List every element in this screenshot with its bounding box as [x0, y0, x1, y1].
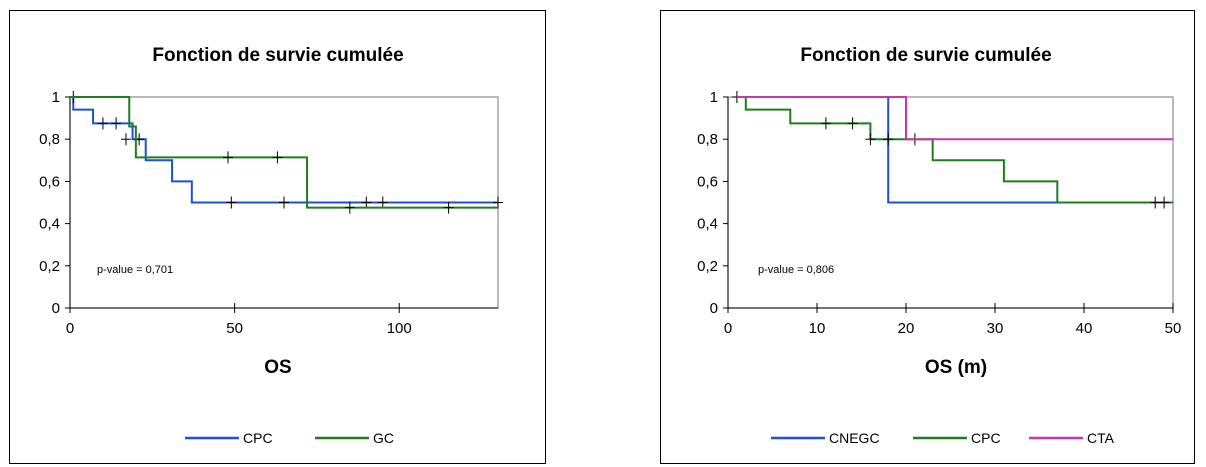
y-tick-label: 0,6 [39, 173, 60, 190]
legend-label: CPC [971, 430, 1001, 446]
y-tick-label: 1 [52, 89, 60, 106]
y-tick-label: 1 [710, 89, 718, 106]
x-axis-label: OS (m) [925, 357, 987, 378]
x-tick-label: 50 [226, 320, 243, 337]
chart-panel-right: Fonction de survie cumulée p-value = 0,8… [660, 10, 1195, 464]
censor-mark [883, 133, 894, 146]
censor-mark [377, 196, 388, 209]
y-tick-label: 0,4 [39, 216, 60, 233]
p-value-annotation: p-value = 0,806 [758, 264, 834, 276]
censor-mark [847, 117, 858, 130]
survival-chart-right: Fonction de survie cumulée p-value = 0,8… [697, 45, 1182, 446]
chart-title: Fonction de survie cumulée [152, 45, 403, 66]
legend-label: CNEGC [829, 430, 880, 446]
censor-mark [120, 133, 131, 146]
censor-mark [865, 133, 876, 146]
chart-panel-left: Fonction de survie cumulée p-value = 0,7… [9, 10, 546, 464]
x-tick-label: 10 [809, 320, 826, 337]
censor-mark [344, 201, 355, 214]
legend-label: CPC [243, 430, 273, 446]
x-tick-label: 40 [1076, 320, 1093, 337]
y-tick-label: 0,4 [697, 216, 718, 233]
x-tick-label: 0 [724, 320, 732, 337]
censor-mark [223, 151, 234, 164]
survival-chart-left: Fonction de survie cumulée p-value = 0,7… [39, 45, 503, 446]
legend-label: GC [373, 430, 394, 446]
series-line-cta [736, 96, 1173, 141]
censor-mark [111, 117, 122, 130]
series-line-cnegc [736, 96, 1058, 204]
series-line-cpc [736, 96, 1173, 204]
p-value-annotation: p-value = 0,701 [97, 264, 173, 276]
censor-mark [279, 196, 289, 209]
chart-title: Fonction de survie cumulée [800, 45, 1051, 66]
y-tick-label: 0 [710, 300, 718, 317]
x-tick-label: 30 [987, 320, 1004, 337]
series-line-cpc [70, 96, 498, 204]
x-tick-label: 100 [387, 320, 412, 337]
censor-mark [820, 117, 831, 130]
censor-mark [97, 117, 108, 130]
censor-mark [361, 196, 372, 209]
y-tick-label: 0,2 [697, 258, 718, 275]
x-tick-label: 0 [66, 320, 74, 337]
x-tick-label: 50 [1165, 320, 1182, 337]
x-tick-label: 20 [898, 320, 915, 337]
y-tick-label: 0 [52, 300, 60, 317]
legend-label: CTA [1087, 430, 1115, 446]
y-tick-label: 0,8 [697, 131, 718, 148]
censor-mark [443, 201, 454, 214]
series-line-gc [70, 96, 498, 209]
y-tick-label: 0,6 [697, 173, 718, 190]
censor-mark [1150, 196, 1161, 209]
y-tick-label: 0,2 [39, 258, 60, 275]
censor-mark [493, 196, 503, 209]
censor-mark [272, 151, 283, 164]
x-axis-label: OS [264, 357, 291, 378]
censor-mark [1159, 196, 1170, 209]
censor-mark [226, 196, 237, 209]
y-tick-label: 0,8 [39, 131, 60, 148]
